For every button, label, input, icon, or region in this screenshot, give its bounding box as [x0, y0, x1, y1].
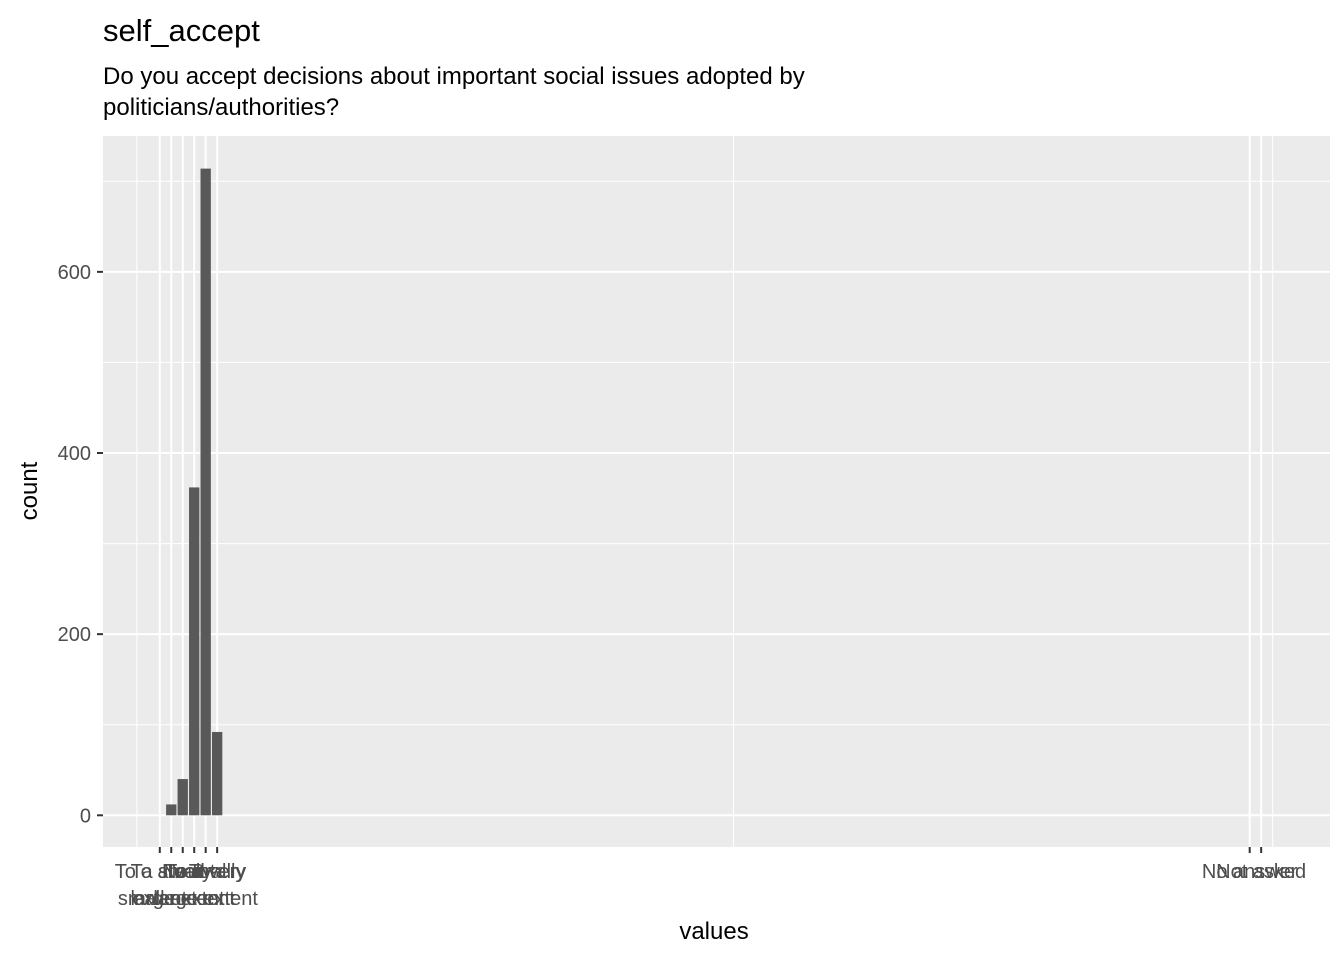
- grid-minor: [103, 136, 1330, 847]
- x-tick-label: To a very small extent: [118, 861, 225, 910]
- bar: [200, 168, 211, 816]
- plot-panel: [103, 136, 1330, 847]
- y-tick-label: 0: [80, 805, 91, 827]
- bar: [189, 487, 200, 816]
- x-tick-label: To a small extent: [115, 861, 205, 910]
- x-tick-label-line: No answer: [1202, 861, 1298, 883]
- x-tick-label-line: large extent: [130, 888, 235, 910]
- y-axis-title: count: [16, 461, 43, 520]
- x-tick-label-line: Neutral: [162, 861, 226, 883]
- x-tick-label-line: Totally: [189, 861, 246, 883]
- bar: [177, 779, 188, 816]
- x-tick-label-line: To a small: [115, 861, 205, 883]
- x-tick-label-line: extent: [133, 888, 188, 910]
- bars: [166, 168, 223, 816]
- x-tick-label-line: To a very: [165, 861, 246, 883]
- x-axis-title: values: [679, 918, 748, 945]
- x-tick-label: To a large extent: [130, 861, 235, 910]
- x-tick-label: Totally: [189, 861, 246, 883]
- chart-subtitle-line-2: politicians/authorities?: [103, 94, 339, 121]
- x-tick-label-line: Not asked: [1216, 861, 1306, 883]
- y-tick-label: 400: [58, 443, 91, 465]
- x-tick-label-line: small extent: [118, 888, 225, 910]
- x-tick-label: Neutral: [162, 861, 226, 883]
- y-tick-label: 600: [58, 262, 91, 284]
- x-tick-label: Not asked: [1216, 861, 1306, 883]
- chart-title: self_accept: [103, 13, 260, 48]
- y-axis: 0 200 400 600: [58, 262, 103, 827]
- bar: [211, 731, 223, 816]
- grid-major: [103, 136, 1330, 847]
- x-tick-label: No answer: [1202, 861, 1298, 883]
- bar: [166, 804, 177, 816]
- x-tick-label-line: To a: [164, 861, 203, 883]
- x-tick-label: To a very large extent: [153, 861, 258, 910]
- x-tick-label-line: To a very: [131, 861, 212, 883]
- y-tick-label: 200: [58, 624, 91, 646]
- x-tick-label-line: large extent: [153, 888, 258, 910]
- chart-subtitle-line-1: Do you accept decisions about important …: [103, 63, 805, 90]
